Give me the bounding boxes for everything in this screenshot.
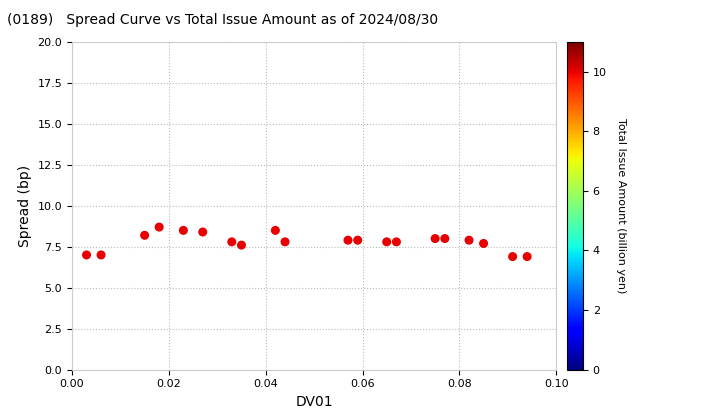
Point bbox=[429, 235, 441, 242]
Point bbox=[391, 239, 402, 245]
Point bbox=[269, 227, 281, 234]
Point bbox=[507, 253, 518, 260]
Point bbox=[352, 237, 364, 244]
Y-axis label: Total Issue Amount (billion yen): Total Issue Amount (billion yen) bbox=[616, 118, 626, 294]
Point bbox=[153, 224, 165, 231]
Point bbox=[226, 239, 238, 245]
Point bbox=[235, 242, 247, 249]
X-axis label: DV01: DV01 bbox=[295, 395, 333, 409]
Point bbox=[279, 239, 291, 245]
Point bbox=[439, 235, 451, 242]
Point bbox=[478, 240, 490, 247]
Point bbox=[178, 227, 189, 234]
Point bbox=[521, 253, 533, 260]
Point bbox=[81, 252, 92, 258]
Text: (0189)   Spread Curve vs Total Issue Amount as of 2024/08/30: (0189) Spread Curve vs Total Issue Amoun… bbox=[7, 13, 438, 26]
Point bbox=[342, 237, 354, 244]
Point bbox=[95, 252, 107, 258]
Point bbox=[139, 232, 150, 239]
Point bbox=[463, 237, 474, 244]
Point bbox=[197, 228, 209, 235]
Point bbox=[381, 239, 392, 245]
Y-axis label: Spread (bp): Spread (bp) bbox=[18, 165, 32, 247]
